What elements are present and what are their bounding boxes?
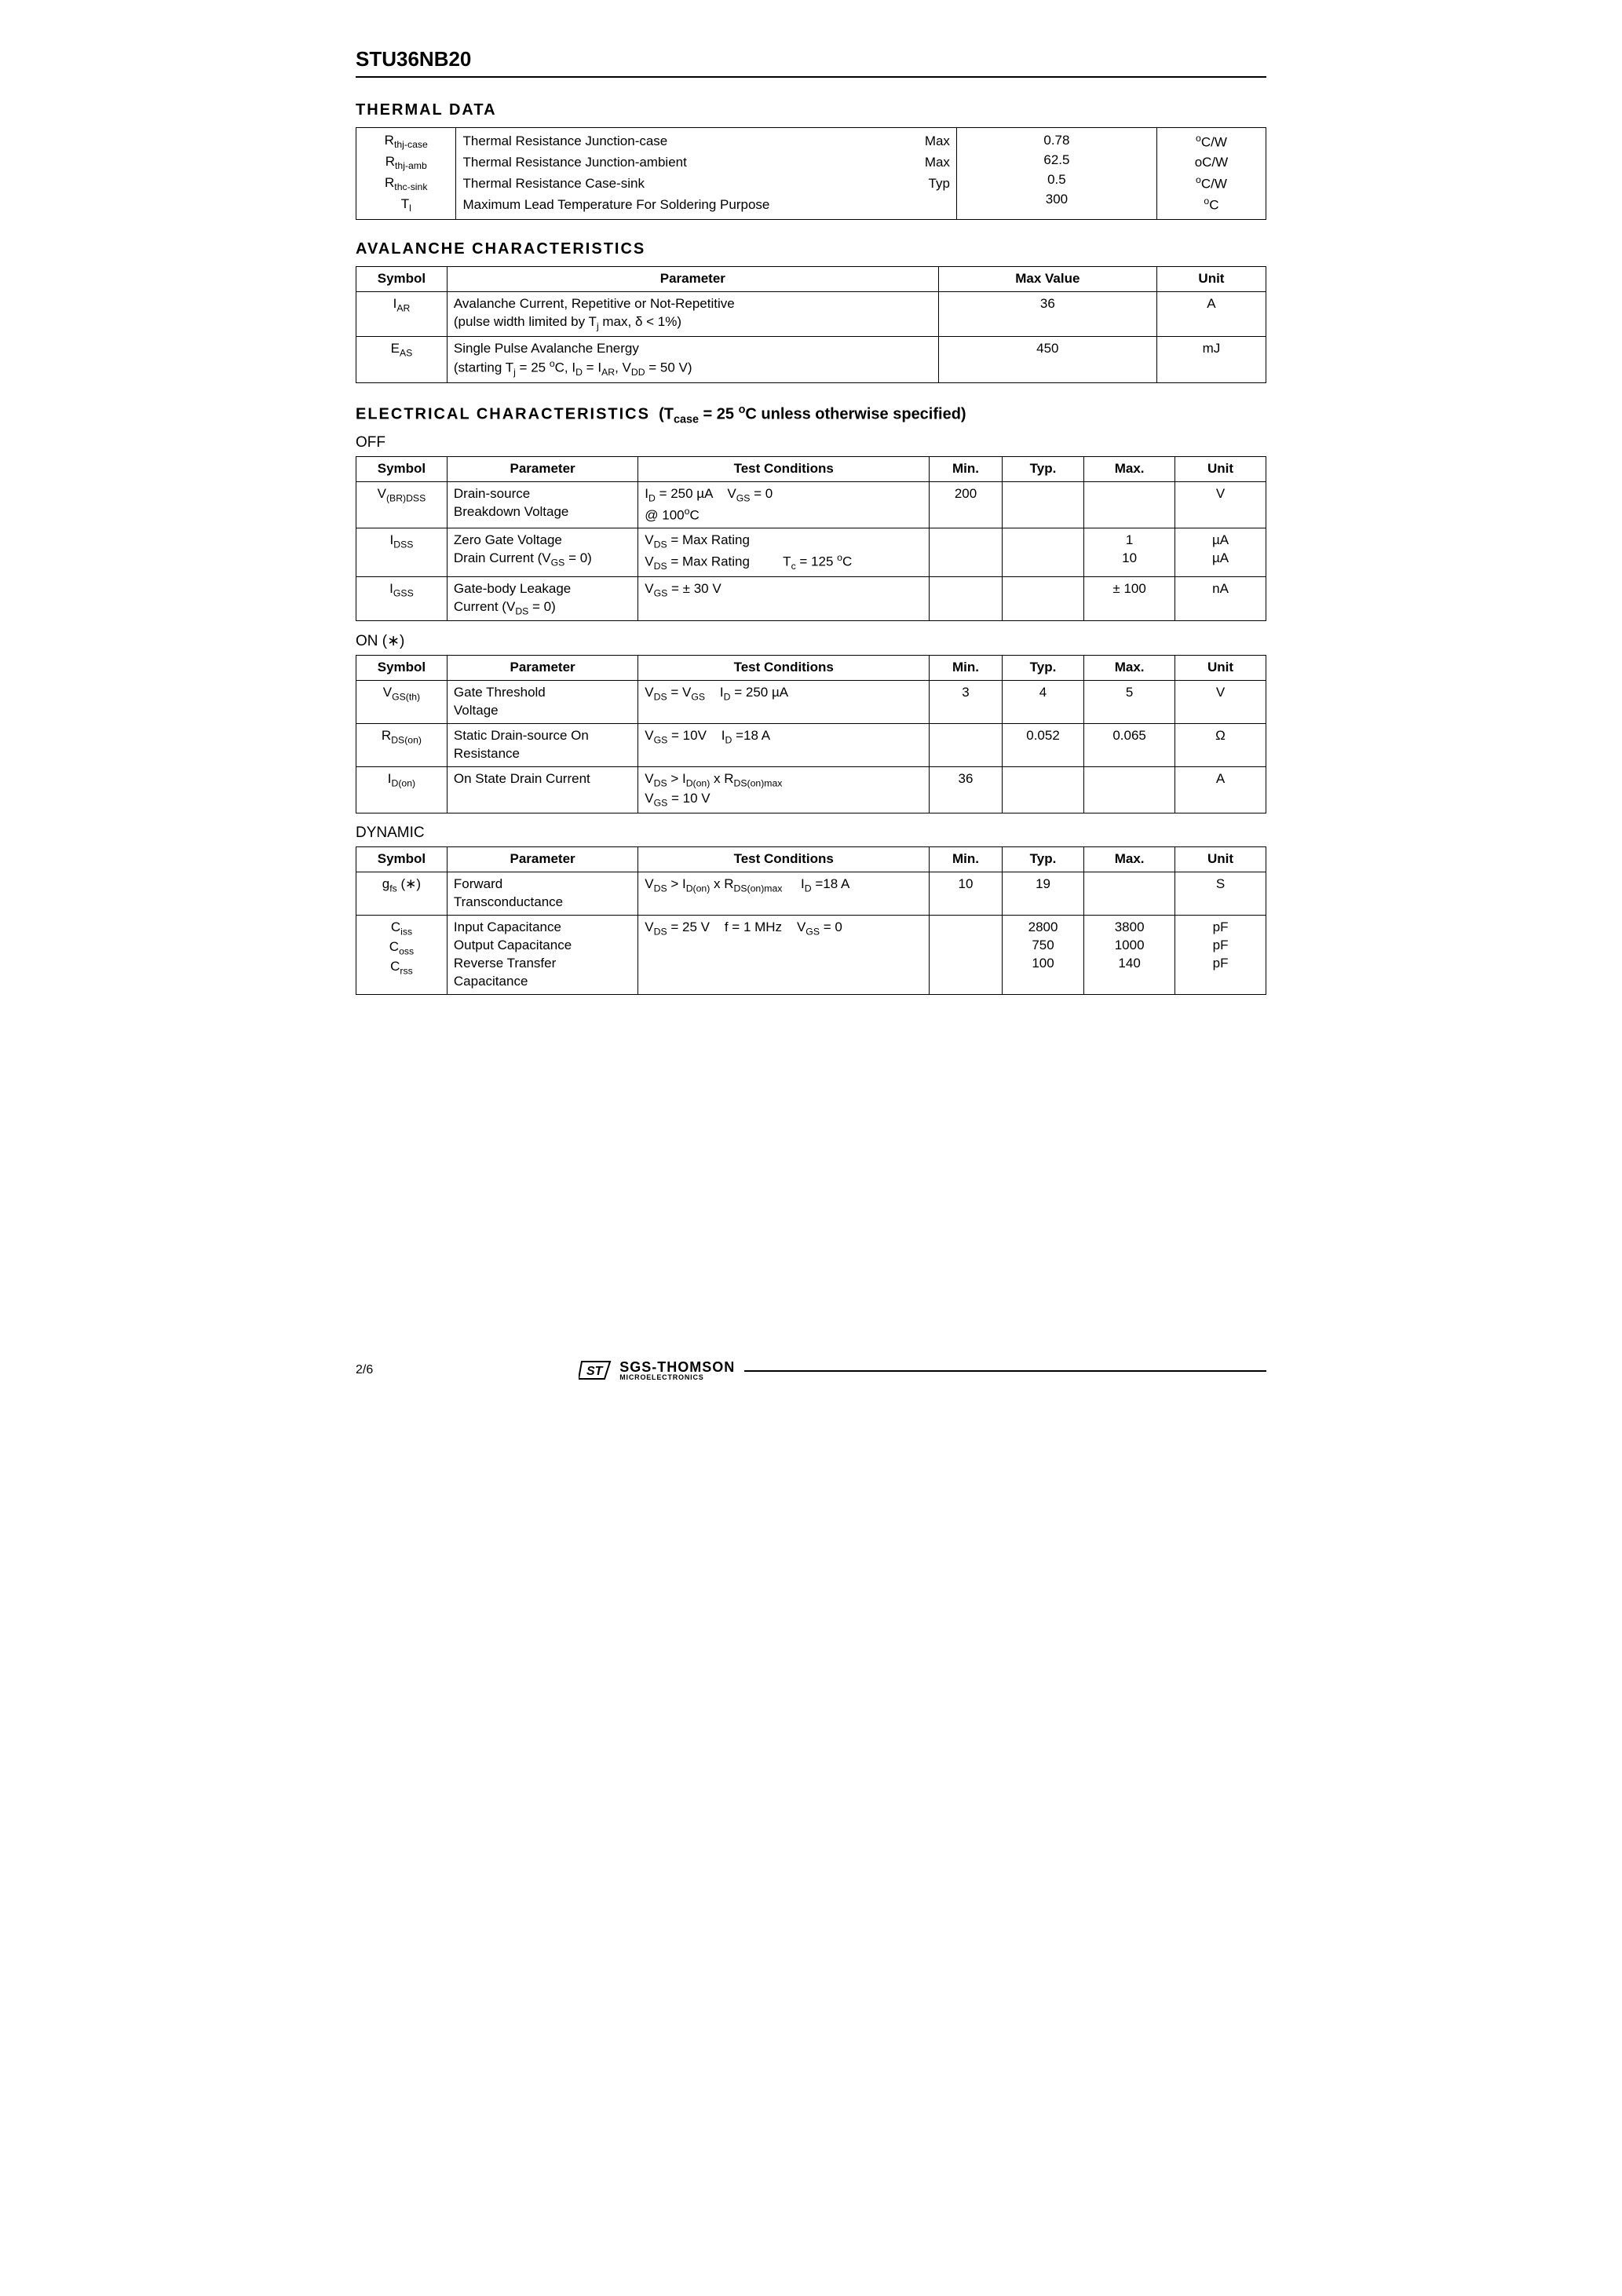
electrical-table: SymbolParameterTest ConditionsMin.Typ.Ma…	[356, 846, 1266, 995]
table-row: CissCossCrssInput CapacitanceOutput Capa…	[356, 915, 1266, 994]
electrical-group-label: DYNAMIC	[356, 824, 1266, 842]
col-max: Max Value	[938, 266, 1156, 291]
table-row: V(BR)DSSDrain-sourceBreakdown VoltageID …	[356, 481, 1266, 528]
brand-tagline: MICROELECTRONICS	[619, 1374, 735, 1381]
table-row: IGSSGate-body LeakageCurrent (VDS = 0)VG…	[356, 576, 1266, 621]
thermal-values: 0.78 62.5 0.5 300	[963, 131, 1150, 210]
table-header-row: Symbol Parameter Max Value Unit	[356, 266, 1266, 291]
thermal-symbols: Rthj-case Rthj-amb Rthc-sink Tl	[363, 131, 449, 216]
table-header-row: SymbolParameterTest ConditionsMin.Typ.Ma…	[356, 656, 1266, 681]
table-row: Rthj-case Rthj-amb Rthc-sink Tl Thermal …	[356, 128, 1266, 220]
electrical-table: SymbolParameterTest ConditionsMin.Typ.Ma…	[356, 456, 1266, 622]
thermal-title: THERMAL DATA	[356, 101, 1266, 119]
table-row: IDSSZero Gate VoltageDrain Current (VGS …	[356, 528, 1266, 576]
page-footer: 2/6 ST SGS-THOMSON MICROELECTRONICS	[356, 1358, 1266, 1382]
thermal-table: Rthj-case Rthj-amb Rthc-sink Tl Thermal …	[356, 127, 1266, 220]
thermal-descriptions: Thermal Resistance Junction-caseMax Ther…	[462, 131, 949, 216]
table-row: EAS Single Pulse Avalanche Energy(starti…	[356, 336, 1266, 383]
st-logo-icon: ST	[579, 1358, 615, 1382]
svg-text:ST: ST	[586, 1365, 604, 1378]
col-parameter: Parameter	[447, 266, 938, 291]
page-number: 2/6	[356, 1363, 373, 1377]
brand-logo: ST SGS-THOMSON MICROELECTRONICS	[579, 1358, 735, 1382]
electrical-group-label: OFF	[356, 434, 1266, 452]
avalanche-title: AVALANCHE CHARACTERISTICS	[356, 240, 1266, 258]
avalanche-table: Symbol Parameter Max Value Unit IAR Aval…	[356, 266, 1266, 383]
brand-name: SGS-THOMSON	[619, 1360, 735, 1374]
table-header-row: SymbolParameterTest ConditionsMin.Typ.Ma…	[356, 456, 1266, 481]
table-row: RDS(on)Static Drain-source OnResistanceV…	[356, 724, 1266, 767]
electrical-title: ELECTRICAL CHARACTERISTICS (Tcase = 25 o…	[356, 404, 1266, 426]
table-row: gfs (∗)ForwardTransconductanceVDS > ID(o…	[356, 872, 1266, 915]
electrical-group-label: ON (∗)	[356, 632, 1266, 650]
electrical-table: SymbolParameterTest ConditionsMin.Typ.Ma…	[356, 655, 1266, 813]
table-header-row: SymbolParameterTest ConditionsMin.Typ.Ma…	[356, 846, 1266, 872]
thermal-units: oC/W oC/W oC/W oC	[1164, 131, 1259, 216]
col-unit: Unit	[1156, 266, 1266, 291]
part-number: STU36NB20	[356, 47, 1266, 78]
table-row: IAR Avalanche Current, Repetitive or Not…	[356, 291, 1266, 336]
table-row: ID(on)On State Drain CurrentVDS > ID(on)…	[356, 767, 1266, 813]
col-symbol: Symbol	[356, 266, 448, 291]
table-row: VGS(th)Gate ThresholdVoltageVDS = VGS ID…	[356, 681, 1266, 724]
